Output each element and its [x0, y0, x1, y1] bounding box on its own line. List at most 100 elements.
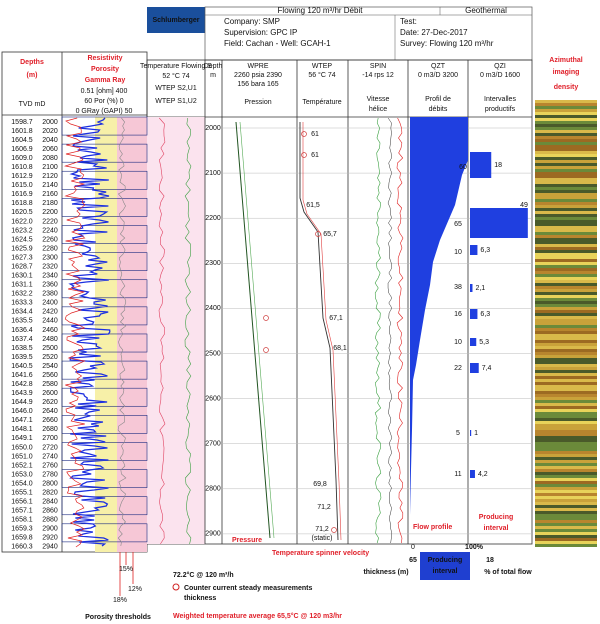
thresholds-title: Porosity thresholds [85, 614, 151, 621]
image-band [535, 145, 597, 148]
image-band [535, 334, 597, 337]
axis-label: 100% [465, 544, 484, 551]
depths-title: Depths [20, 59, 44, 66]
md-label: 2460 [42, 327, 58, 334]
track-scale: 156 bara 165 [237, 81, 278, 88]
md-label: 2300 [42, 254, 58, 261]
image-band [535, 214, 597, 217]
md-label: 2100 [42, 164, 58, 171]
pressure-caption: Pressure [232, 537, 262, 544]
image-band [535, 439, 597, 442]
track-scale: 56 °C 74 [308, 71, 335, 79]
image-band [535, 301, 597, 304]
image-band [535, 469, 597, 472]
image-band [535, 232, 597, 235]
md-label: 2940 [42, 544, 58, 551]
threshold-label: 18% [113, 597, 127, 604]
image-band [535, 490, 597, 493]
track-scale: 0.51 [ohm] 400 [81, 88, 128, 95]
image-band [535, 520, 597, 523]
image-band [535, 505, 597, 508]
temperature-label: (static) [312, 535, 333, 542]
header-info: Date: 27-Dec-2017 [400, 28, 468, 37]
track-scale: 60 Por (%) 0 [84, 98, 123, 105]
producing-caption: interval [484, 525, 509, 532]
producing-box-label: Producing [428, 557, 463, 564]
weighted-note: Weighted temperature average 65,5°C @ 12… [173, 612, 342, 620]
track-scale: 52 °C 74 [162, 72, 189, 80]
md-label: 2420 [42, 309, 58, 316]
image-band [535, 148, 597, 151]
tvd-label: 1653.0 [11, 471, 33, 478]
tvd-label: 1632.2 [11, 291, 33, 298]
md-label: 2700 [42, 435, 58, 442]
md-label: 2840 [42, 499, 58, 506]
image-band [535, 454, 597, 457]
image-band [535, 142, 597, 145]
image-band [535, 313, 597, 316]
track-name: Depth [204, 63, 223, 70]
image-band [535, 241, 597, 244]
imaging-title: imaging [553, 69, 580, 76]
flow-label: 5 [456, 430, 460, 437]
md-label: 2480 [42, 336, 58, 343]
tvd-label: 1624.5 [11, 236, 33, 243]
track-scale: 2260 psia 2390 [234, 72, 282, 79]
image-band [535, 175, 597, 178]
image-band [535, 121, 597, 124]
counter-note: thickness [184, 595, 216, 602]
image-band [535, 160, 597, 163]
image-band [535, 172, 597, 175]
image-band [535, 463, 597, 466]
tvd-label: 1647.1 [11, 417, 33, 424]
image-band [535, 229, 597, 232]
temperature-label: 71,2 [317, 504, 331, 511]
tvd-label: 1627.3 [11, 254, 33, 261]
tvd-label: 1650.0 [11, 444, 33, 451]
image-band [535, 103, 597, 106]
image-band [535, 193, 597, 196]
resistivity-title: Resistivity [87, 55, 122, 62]
image-band [535, 460, 597, 463]
flow-label: 22 [454, 365, 462, 372]
image-band [535, 487, 597, 490]
flow-caption: Flow profile [413, 524, 452, 531]
image-band [535, 163, 597, 166]
image-band [535, 430, 597, 433]
image-band [535, 277, 597, 280]
depth-tick: 2600 [205, 395, 221, 402]
image-band [535, 517, 597, 520]
image-band [535, 238, 597, 241]
tvd-label: 1598.7 [11, 119, 33, 126]
image-band [535, 205, 597, 208]
flow-label: 38 [454, 284, 462, 291]
threshold-label: 12% [128, 586, 142, 593]
depth-tick: 2200 [205, 215, 221, 222]
imaging-title: Azimuthal [549, 57, 583, 64]
image-band [535, 409, 597, 412]
track-scale: 0 m3/D 3200 [418, 72, 458, 79]
image-band [535, 466, 597, 469]
header-info: Company: SMP [224, 17, 280, 26]
depth-tick: 2100 [205, 170, 221, 177]
image-band [535, 343, 597, 346]
temperature-label: 65,7 [323, 231, 337, 238]
image-band [535, 433, 597, 436]
tvd-label: 1646.0 [11, 408, 33, 415]
tvd-label: 1656.1 [11, 499, 33, 506]
image-band [535, 370, 597, 373]
tvd-label: 1601.8 [11, 128, 33, 135]
temperature-label: 61 [311, 152, 319, 159]
image-band [535, 379, 597, 382]
tvd-label: 1604.5 [11, 137, 33, 144]
well-log: SchlumbergerFlowing 120 m³/hr DébitGeoth… [0, 0, 600, 624]
image-band [535, 403, 597, 406]
image-band [535, 346, 597, 349]
tvd-label: 1655.1 [11, 489, 33, 496]
depth-tick: 2900 [205, 531, 221, 538]
image-band [535, 178, 597, 181]
flow-label: 16 [454, 311, 462, 318]
image-band [535, 199, 597, 202]
tvd-label: 1638.5 [11, 345, 33, 352]
track-title: Intervalles [484, 96, 516, 103]
